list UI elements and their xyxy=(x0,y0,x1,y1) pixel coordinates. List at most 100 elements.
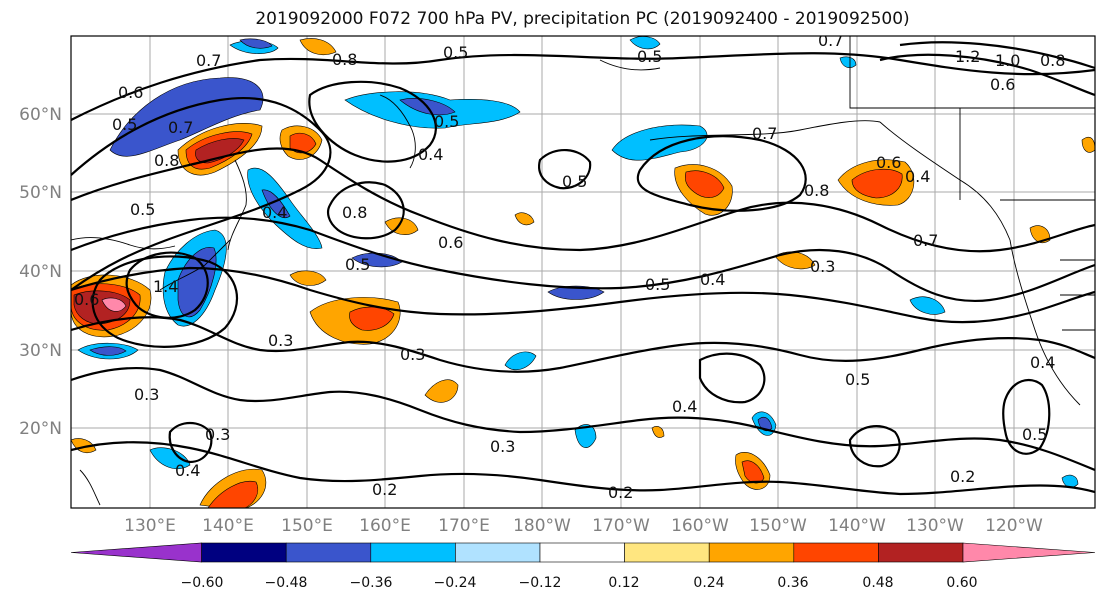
contour-label: 0.5 xyxy=(345,255,370,274)
negative-anomaly-patch xyxy=(909,296,946,315)
contour-label: 0.3 xyxy=(810,257,835,276)
contour-label: 0.6 xyxy=(876,153,901,172)
colorbar-segments xyxy=(70,542,1096,563)
contour-label: 0.6 xyxy=(74,290,99,309)
colorbar-segment xyxy=(201,542,287,563)
contour-label: 0.4 xyxy=(175,461,200,480)
contour-label: 0.3 xyxy=(268,331,293,350)
colorbar-tick-label: −0.60 xyxy=(181,575,224,591)
contour-label: 1.2 xyxy=(955,47,980,66)
colorbar-segment xyxy=(878,542,964,563)
colorbar: −0.60 −0.48 −0.36 −0.24 −0.12 0.12 0.24 … xyxy=(70,542,1096,591)
negative-anomaly-patch xyxy=(261,189,291,218)
pv-contours xyxy=(71,41,1095,496)
negative-anomaly-patch xyxy=(611,124,708,161)
contour-label: 0.3 xyxy=(205,425,230,444)
contour-label: 0.7 xyxy=(752,124,777,143)
colorbar-tick-label: −0.24 xyxy=(434,575,477,591)
lon-label: 130°W xyxy=(906,516,964,536)
contour-label: 0.2 xyxy=(950,467,975,486)
colorbar-segment xyxy=(70,542,202,563)
contour-label: 0.8 xyxy=(342,203,367,222)
contour-label: 0.4 xyxy=(418,145,443,164)
positive-anomaly-patch xyxy=(741,460,765,484)
colorbar-tick-label: −0.36 xyxy=(350,575,393,591)
colorbar-tick-label: 0.24 xyxy=(693,575,724,591)
lat-label: 20°N xyxy=(19,419,62,439)
positive-anomaly-patch xyxy=(101,297,127,312)
colorbar-tick-label: 0.60 xyxy=(946,575,977,591)
lat-label: 50°N xyxy=(19,183,62,203)
map-frame xyxy=(70,35,1096,509)
contour-label: 0.5 xyxy=(637,47,662,66)
contour-label: 1.4 xyxy=(153,277,178,296)
contour-label: 0.5 xyxy=(434,112,459,131)
contour-label: 0.5 xyxy=(130,200,155,219)
contour-label: 0.4 xyxy=(672,397,697,416)
contour-label: 0.5 xyxy=(845,370,870,389)
negative-anomaly-patch xyxy=(149,447,191,470)
colorbar-tick-label: 0.36 xyxy=(777,575,808,591)
contour-label: 0.6 xyxy=(118,83,143,102)
colorbar-segment xyxy=(455,542,541,563)
figure-title: 2019092000 F072 700 hPa PV, precipitatio… xyxy=(255,9,910,29)
lon-label: 150°E xyxy=(281,516,333,536)
colorbar-segment xyxy=(624,542,710,563)
lon-label: 170°E xyxy=(438,516,490,536)
lon-label: 150°W xyxy=(749,516,807,536)
lon-label: 160°W xyxy=(671,516,729,536)
lon-label: 140°W xyxy=(828,516,886,536)
lat-label: 40°N xyxy=(19,262,62,282)
precip-shading xyxy=(71,36,1095,508)
contour-label: 0.4 xyxy=(1030,353,1055,372)
contour-label: 0.5 xyxy=(443,43,468,62)
colorbar-segment xyxy=(539,542,625,563)
positive-anomaly-patch xyxy=(851,168,903,199)
contour-label: 0.8 xyxy=(804,181,829,200)
contour-label: 0.5 xyxy=(112,115,137,134)
positive-anomaly-patch xyxy=(289,132,317,154)
longitude-labels: 130°E 140°E 150°E 160°E 170°E 180°W 170°… xyxy=(124,516,1043,536)
colorbar-segment xyxy=(370,542,456,563)
positive-anomaly-patch xyxy=(684,170,725,198)
colorbar-tick-labels: −0.60 −0.48 −0.36 −0.24 −0.12 0.12 0.24 … xyxy=(181,575,978,591)
contour-label: 0.2 xyxy=(608,483,633,502)
lon-label: 180°W xyxy=(513,516,571,536)
contour-label: 0.8 xyxy=(332,50,357,69)
negative-anomaly-patch xyxy=(1061,474,1079,488)
contour-label: 0.5 xyxy=(645,275,670,294)
contour-label: 0.8 xyxy=(154,151,179,170)
negative-anomaly-patch xyxy=(629,36,661,50)
contour-labels: 0.7 0.8 0.5 0.5 0.7 1.2 1.0 0.8 0.6 0.6 … xyxy=(74,36,1065,502)
positive-anomaly-patch xyxy=(514,212,535,226)
lon-label: 120°W xyxy=(985,516,1043,536)
positive-anomaly-patch xyxy=(1081,137,1095,153)
colorbar-segment xyxy=(285,542,372,563)
positive-anomaly-patch xyxy=(651,426,665,438)
contour-label: 0.4 xyxy=(905,167,930,186)
colorbar-segment xyxy=(708,542,795,563)
lon-label: 160°E xyxy=(359,516,411,536)
lon-label: 140°E xyxy=(202,516,254,536)
contour-label: 0.7 xyxy=(168,118,193,137)
colorbar-tick-label: −0.12 xyxy=(519,575,562,591)
colorbar-tick-label: 0.12 xyxy=(608,575,639,591)
contour-label: 0.3 xyxy=(490,437,515,456)
lat-label: 60°N xyxy=(19,105,62,125)
contour-label: 0.8 xyxy=(1040,51,1065,70)
coastlines xyxy=(71,36,1095,506)
negative-anomaly-patch xyxy=(239,38,273,49)
positive-anomaly-patch xyxy=(1029,225,1051,243)
contour-label: 0.2 xyxy=(372,480,397,499)
colorbar-segment xyxy=(793,542,879,563)
contour-label: 0.6 xyxy=(990,75,1015,94)
negative-anomaly-patch xyxy=(574,424,597,448)
lon-label: 170°W xyxy=(592,516,650,536)
colorbar-tick-label: 0.48 xyxy=(862,575,893,591)
contour-label: 0.5 xyxy=(1022,425,1047,444)
negative-anomaly-patch xyxy=(504,351,537,371)
positive-anomaly-patch xyxy=(424,379,459,403)
colorbar-segment xyxy=(962,542,1096,563)
contour-label: 0.7 xyxy=(196,51,221,70)
